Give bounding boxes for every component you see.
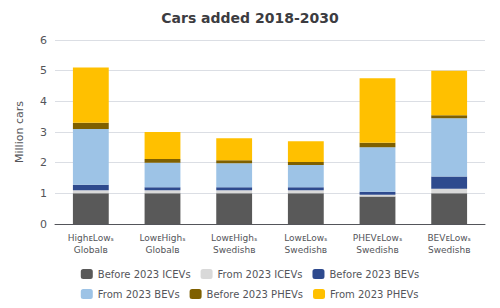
- svg-text:Swedishʙ: Swedishʙ: [428, 245, 470, 255]
- svg-text:4: 4: [40, 95, 47, 108]
- svg-text:0: 0: [40, 218, 47, 231]
- svg-text:Swedishʙ: Swedishʙ: [213, 245, 255, 255]
- svg-text:HighᴇLowₛ: HighᴇLowₛ: [68, 233, 114, 243]
- svg-text:PHEVᴇLowₛ: PHEVᴇLowₛ: [353, 233, 403, 243]
- svg-text:LowᴇLowₛ: LowᴇLowₛ: [284, 233, 327, 243]
- svg-text:From 2023 PHEVs: From 2023 PHEVs: [330, 289, 419, 300]
- svg-text:From 2023 ICEVs: From 2023 ICEVs: [218, 269, 303, 280]
- svg-text:1: 1: [40, 187, 47, 200]
- svg-text:Before 2023 BEVs: Before 2023 BEVs: [329, 269, 419, 280]
- svg-text:Million cars: Million cars: [13, 101, 26, 163]
- svg-text:From 2023 BEVs: From 2023 BEVs: [98, 289, 180, 300]
- svg-text:Swedishʙ: Swedishʙ: [285, 245, 327, 255]
- svg-text:5: 5: [40, 64, 47, 77]
- svg-text:3: 3: [40, 126, 47, 139]
- svg-text:Cars added 2018-2030: Cars added 2018-2030: [161, 10, 339, 26]
- svg-text:LowᴇHighₛ: LowᴇHighₛ: [139, 233, 185, 243]
- svg-text:LowᴇHighₛ: LowᴇHighₛ: [211, 233, 257, 243]
- svg-text:BEVᴇLowₛ: BEVᴇLowₛ: [427, 233, 471, 243]
- svg-text:6: 6: [40, 34, 47, 47]
- svg-text:Before 2023 ICEVs: Before 2023 ICEVs: [98, 269, 191, 280]
- svg-text:Before 2023 PHEVs: Before 2023 PHEVs: [207, 289, 303, 300]
- svg-text:Globalʙ: Globalʙ: [146, 245, 180, 255]
- svg-text:2: 2: [40, 156, 47, 169]
- svg-text:Globalʙ: Globalʙ: [74, 245, 108, 255]
- svg-text:Swedishʙ: Swedishʙ: [356, 245, 398, 255]
